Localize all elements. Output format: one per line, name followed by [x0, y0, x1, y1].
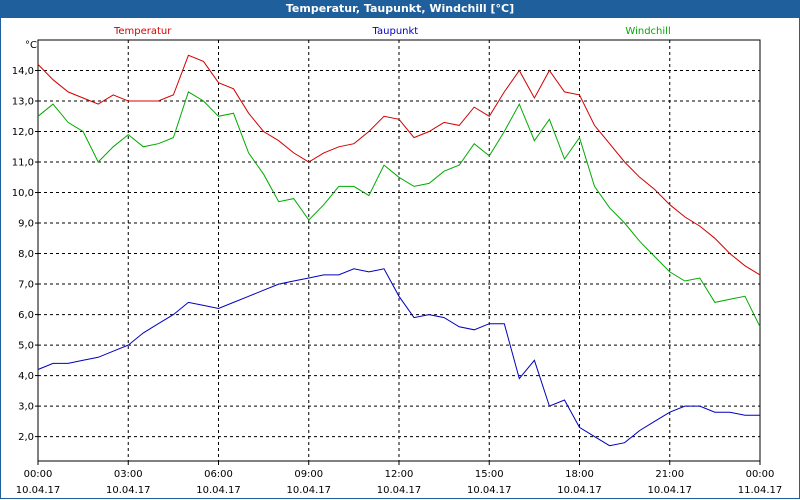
series-line-temperatur [37, 54, 761, 276]
series-line-taupunkt [37, 268, 760, 447]
x-tick-date: 11.04.17 [738, 485, 783, 496]
x-tick-time: 00:00 [24, 469, 53, 480]
x-tick-time: 03:00 [114, 469, 143, 480]
y-tick-label: 10,0 [12, 188, 34, 199]
y-tick-label: 8,0 [18, 249, 34, 260]
legend-entry-temperatur: Temperatur [113, 26, 172, 37]
legend: Temperatur Taupunkt Windchill [113, 26, 671, 37]
y-tick-label: 4,0 [18, 371, 34, 382]
x-tick-date: 10.04.17 [647, 485, 692, 496]
x-axis-ticks: 00:00 10.04.17 03:00 10.04.17 06:00 10.04.17 0… [16, 461, 783, 496]
y-tick-label: 11,0 [12, 158, 34, 169]
y-axis-ticks: 2,0 3,0 4,0 5,0 6,0 7,0 8,0 9,0 10,0 11,0 12,0 13,0… [12, 66, 38, 443]
x-tick-time: 00:00 [746, 469, 775, 480]
y-tick-label: 7,0 [18, 280, 34, 291]
x-tick-date: 10.04.17 [467, 485, 512, 496]
series-line-windchill [37, 91, 761, 328]
x-tick-date: 10.04.17 [557, 485, 602, 496]
x-tick-date: 10.04.17 [286, 485, 331, 496]
x-tick-time: 12:00 [385, 469, 414, 480]
x-tick-date: 10.04.17 [106, 485, 151, 496]
x-tick-time: 21:00 [655, 469, 684, 480]
grid [38, 40, 760, 461]
x-tick-time: 18:00 [565, 469, 594, 480]
y-tick-label: 5,0 [18, 341, 34, 352]
legend-entry-taupunkt: Taupunkt [372, 26, 419, 37]
y-tick-label: 3,0 [18, 402, 34, 413]
y-tick-label: 14,0 [12, 66, 34, 77]
x-tick-date: 10.04.17 [196, 485, 241, 496]
x-tick-date: 10.04.17 [16, 485, 61, 496]
x-tick-time: 15:00 [475, 469, 504, 480]
x-tick-time: 09:00 [294, 469, 323, 480]
y-axis-unit: °C [25, 40, 37, 51]
x-tick-time: 06:00 [204, 469, 233, 480]
legend-entry-windchill: Windchill [625, 26, 670, 37]
x-tick-date: 10.04.17 [377, 485, 422, 496]
chart-title: Temperatur, Taupunkt, Windchill [°C] [0, 0, 800, 18]
y-tick-label: 13,0 [12, 97, 34, 108]
y-tick-label: 6,0 [18, 310, 34, 321]
series-lines [37, 54, 761, 447]
y-tick-label: 2,0 [18, 432, 34, 443]
y-tick-label: 12,0 [12, 127, 34, 138]
y-tick-label: 9,0 [18, 219, 34, 230]
